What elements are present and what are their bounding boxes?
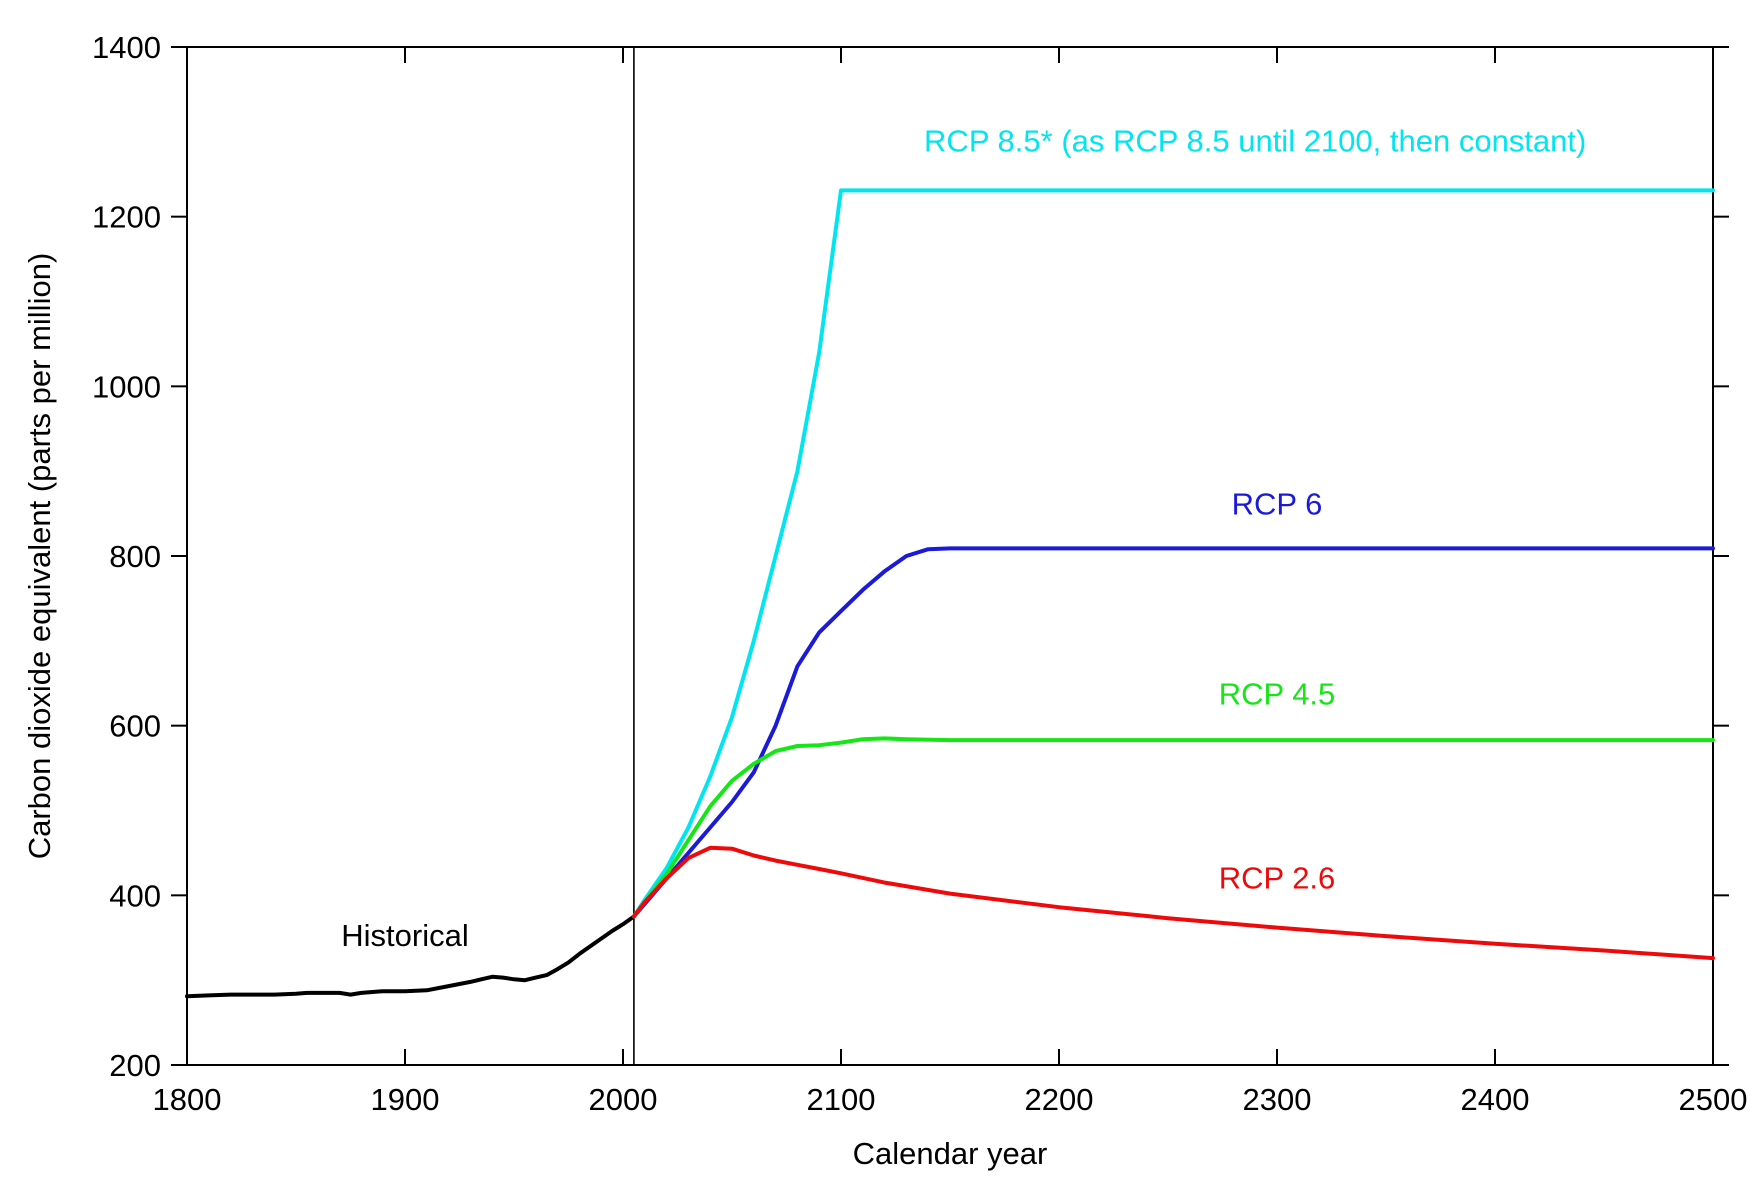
series-label-rcp-6: RCP 6 <box>1232 486 1323 521</box>
x-tick-label: 2000 <box>589 1082 658 1117</box>
series-label-rcp-2-6: RCP 2.6 <box>1219 861 1336 896</box>
series-label-rcp-8-5-as-rcp-8-5-u: RCP 8.5* (as RCP 8.5 until 2100, then co… <box>924 123 1586 158</box>
y-axis-title: Carbon dioxide equivalent (parts per mil… <box>22 253 57 860</box>
y-tick-label: 1000 <box>92 369 161 404</box>
x-tick-label: 1800 <box>153 1082 222 1117</box>
series-layer <box>185 188 1715 999</box>
plot-frame <box>186 46 1714 1066</box>
x-tick-label: 2300 <box>1243 1082 1312 1117</box>
series-line-rcp-2-6 <box>631 845 1715 961</box>
y-tick-label: 400 <box>109 878 161 913</box>
axis-ticks: 1800 1900 2000 2100 2200 2300 2400 2500 200 400 60… <box>92 30 1747 1117</box>
x-tick-label: 2100 <box>807 1082 876 1117</box>
series-line-rcp-8-5-as-rcp-8-5-u <box>631 188 1715 919</box>
y-tick-label: 600 <box>109 709 161 744</box>
x-axis-title: Calendar year <box>853 1136 1048 1171</box>
y-tick-label: 200 <box>109 1048 161 1083</box>
series-line-rcp-6 <box>631 546 1715 919</box>
y-tick-label: 800 <box>109 539 161 574</box>
y-tick-label: 1200 <box>92 200 161 235</box>
series-label-rcp-4-5: RCP 4.5 <box>1219 676 1336 711</box>
series-label-historical: Historical <box>341 918 468 953</box>
series-labels: Historical RCP 8.5* (as RCP 8.5 until 210… <box>341 123 1586 953</box>
x-tick-label: 2500 <box>1679 1082 1748 1117</box>
x-tick-label: 1900 <box>371 1082 440 1117</box>
x-tick-label: 2200 <box>1025 1082 1094 1117</box>
series-line-rcp-4-5 <box>631 736 1715 919</box>
x-tick-label: 2400 <box>1461 1082 1530 1117</box>
y-tick-label: 1400 <box>92 30 161 65</box>
series-line-historical <box>185 914 636 999</box>
